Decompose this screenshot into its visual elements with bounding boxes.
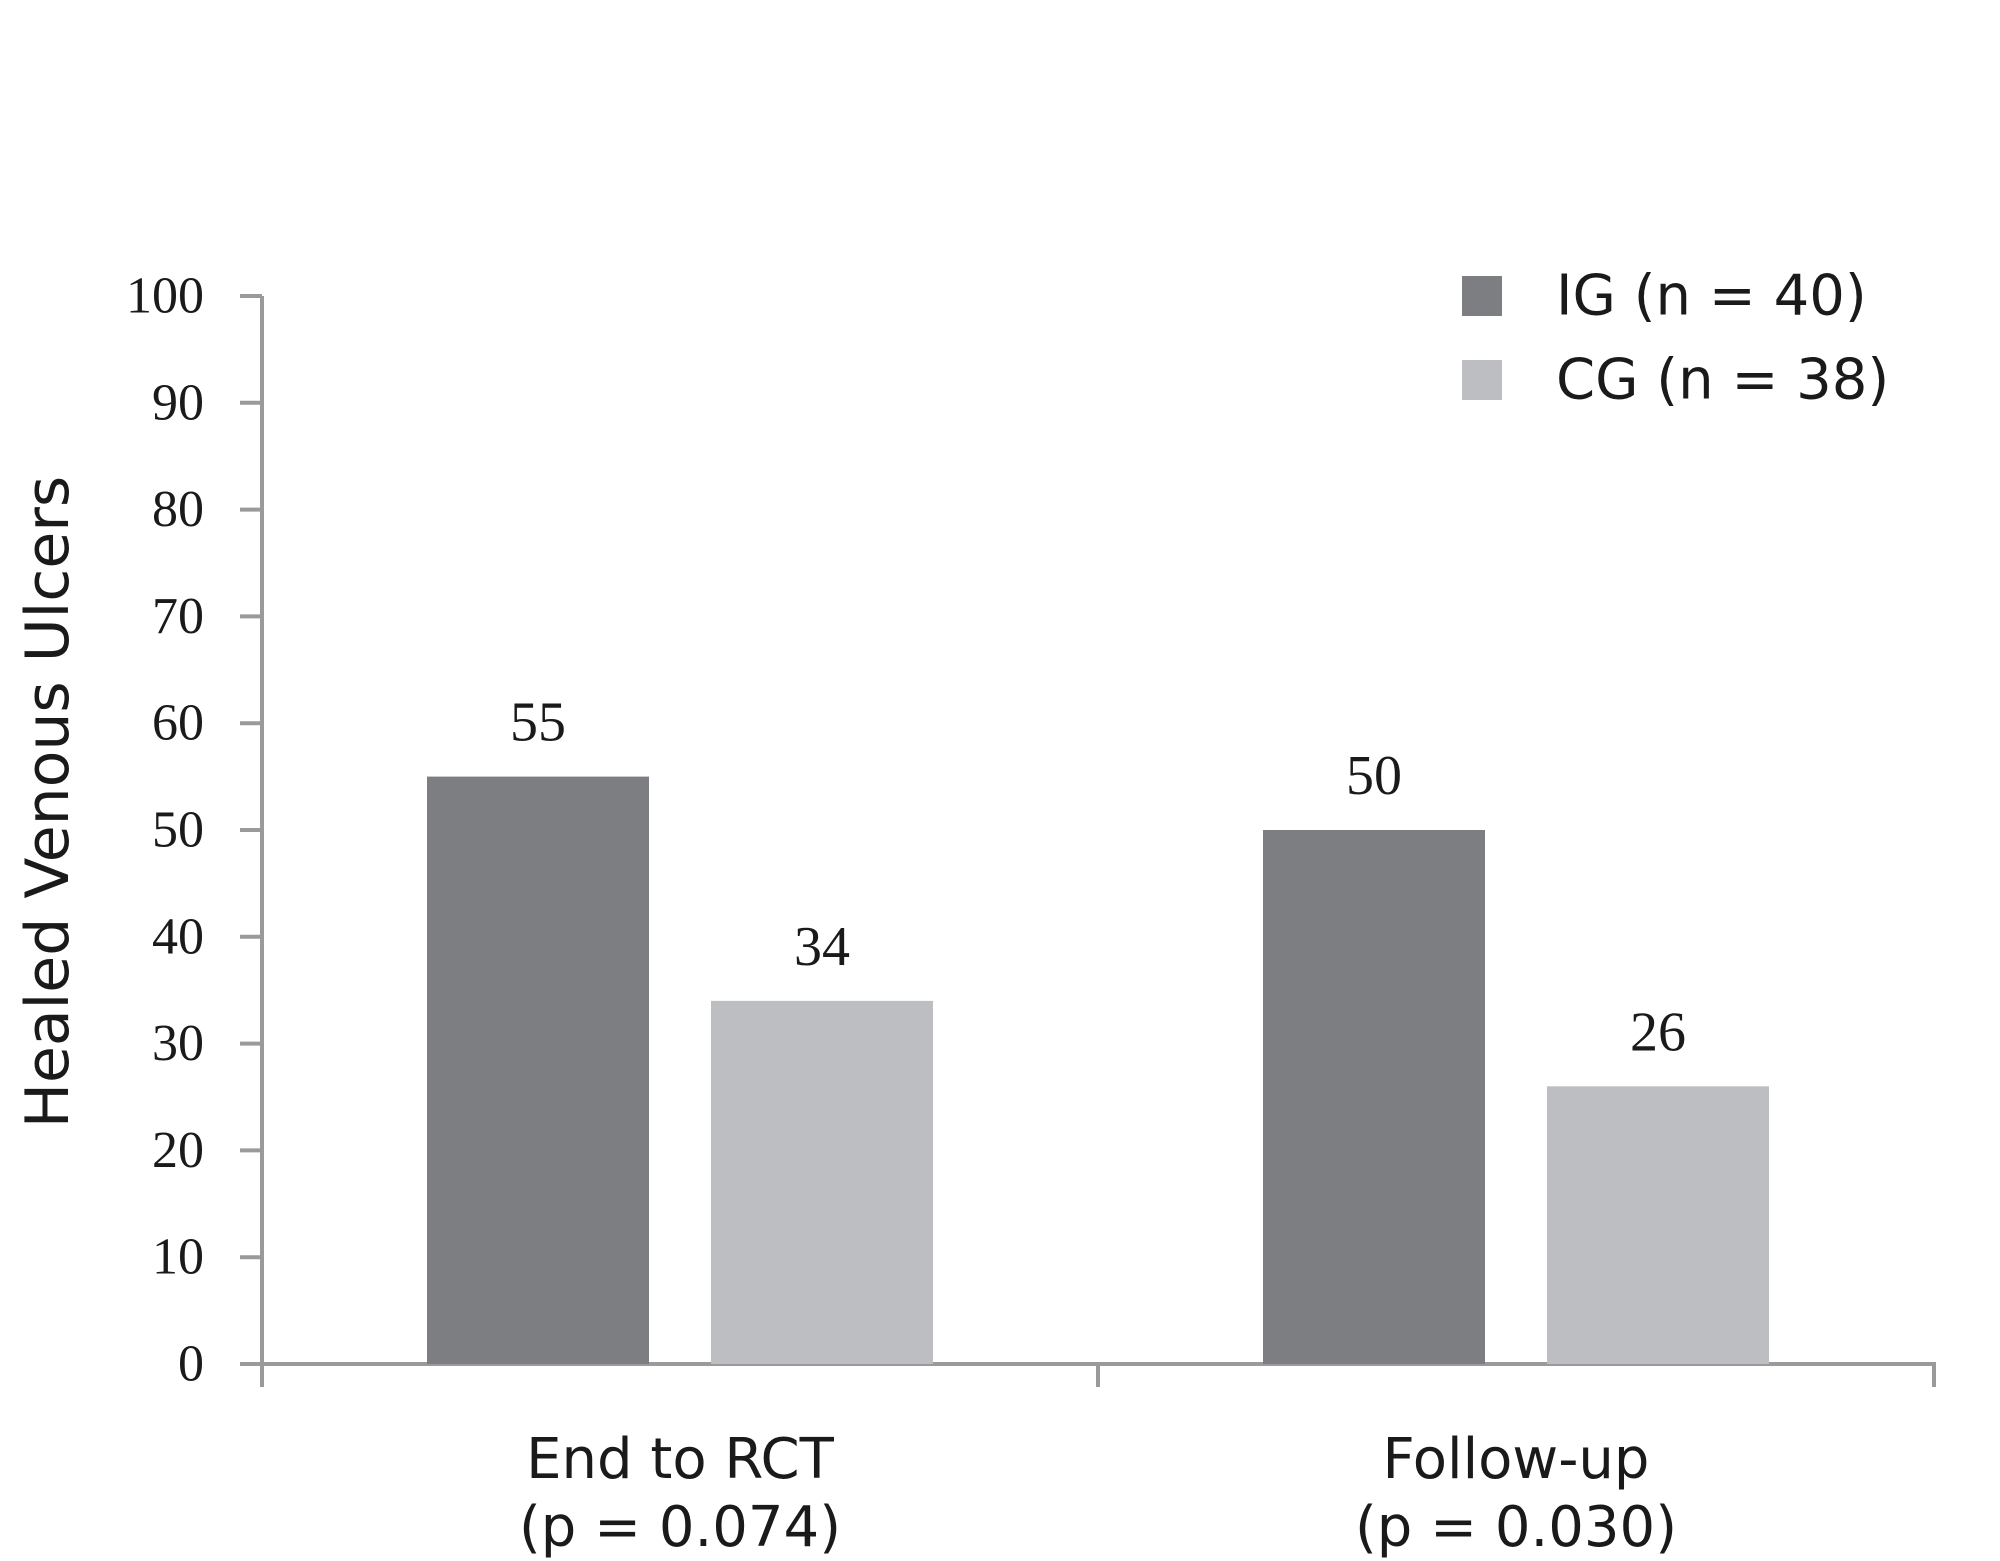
legend: IG (n = 40) CG (n = 38) [1462, 264, 1889, 413]
category-label-1-line1: Follow-up [1383, 1427, 1650, 1492]
data-label-ig-1: 50 [1346, 745, 1402, 807]
data-label-cg-0: 34 [794, 916, 850, 978]
category-label-0-line1: End to RCT [526, 1427, 834, 1492]
y-tick-label-30: 30 [152, 1015, 204, 1072]
legend-label-ig: IG (n = 40) [1556, 264, 1867, 329]
legend-swatch-cg [1462, 360, 1502, 400]
category-label-0-line2: (p = 0.074) [519, 1495, 841, 1560]
y-axis-title: Healed Venous Ulcers [13, 476, 83, 1128]
y-ticks: 0 10 20 30 40 50 60 70 80 90 100 [126, 268, 262, 1393]
y-tick-label-90: 90 [152, 374, 204, 431]
bar-ig-0 [427, 776, 649, 1364]
y-tick-label-60: 60 [152, 695, 204, 752]
bar-cg-0 [711, 1000, 933, 1364]
y-tick-label-70: 70 [152, 588, 204, 645]
data-label-cg-1: 26 [1630, 1001, 1686, 1063]
y-tick-label-0: 0 [178, 1336, 204, 1393]
legend-label-cg: CG (n = 38) [1556, 348, 1889, 413]
category-labels: End to RCT(p = 0.074) Follow-up(p = 0.030… [519, 1427, 1677, 1560]
legend-swatch-ig [1462, 276, 1502, 316]
y-tick-label-100: 100 [126, 268, 204, 325]
category-label-1-line2: (p = 0.030) [1355, 1495, 1677, 1560]
bars [427, 776, 1769, 1364]
y-tick-label-50: 50 [152, 802, 204, 859]
bar-ig-1 [1263, 830, 1485, 1364]
y-tick-label-20: 20 [152, 1122, 204, 1179]
y-tick-label-10: 10 [152, 1229, 204, 1286]
y-tick-label-40: 40 [152, 908, 204, 965]
bar-cg-1 [1547, 1086, 1769, 1364]
y-tick-label-80: 80 [152, 481, 204, 538]
x-axis [245, 1362, 1936, 1387]
data-label-ig-0: 55 [510, 692, 566, 754]
data-labels: 55 50 34 26 [510, 692, 1686, 1064]
